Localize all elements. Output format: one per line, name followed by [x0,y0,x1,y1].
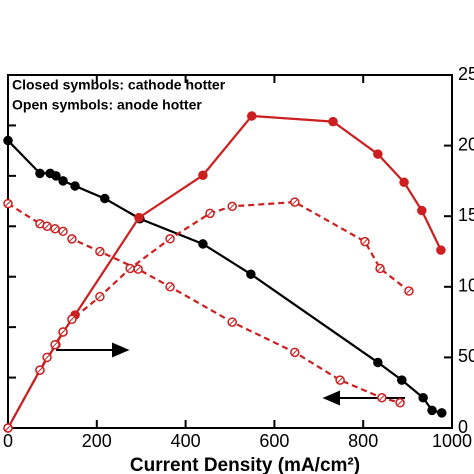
data-point [418,392,428,403]
point-slash [5,425,11,431]
arrow-head [112,342,130,358]
point-slash [377,265,383,272]
point-slash [97,248,103,255]
point-slash [397,399,403,406]
data-point [328,116,338,127]
data-point [417,205,427,216]
point-slash [167,283,173,290]
data-point [436,245,446,255]
point-slash [37,367,43,373]
data-point [3,135,13,146]
y2-tick-label: 0 [458,417,468,437]
annotation: Closed symbols: cathode hotter [12,77,226,93]
x-tick-label: 200 [82,431,112,451]
point-slash [97,293,103,300]
data-point [58,176,68,186]
y2-tick-label: 100 [458,276,474,296]
x-tick-label: 600 [259,431,289,451]
point-slash [44,354,50,361]
x-axis-title: Current Density (mA/cm²) [130,455,360,474]
series-line [7,139,443,414]
point-slash [167,235,173,242]
point-slash [127,265,133,272]
point-slash [37,220,43,227]
data-point [51,171,61,181]
point-slash [69,316,75,323]
y2-tick-label: 250 [458,64,474,84]
point-slash [291,349,298,356]
data-point [427,405,437,416]
point-slash [229,203,236,210]
plot-frame [7,74,453,429]
x-tick-label: 800 [348,431,378,451]
data-point [246,269,256,279]
y2-tick-label: 150 [458,205,474,225]
point-slash [52,341,58,348]
series-line [7,114,442,429]
point-slash [135,266,141,273]
point-slash [337,377,343,383]
x-tick-label: 400 [171,431,201,451]
point-slash [207,210,213,217]
annotation: Open symbols: anode hotter [12,97,202,113]
point-slash [378,394,385,401]
data-point [70,181,80,191]
point-slash [60,329,66,335]
data-point [198,239,208,249]
series-line [7,202,401,404]
y2-tick-label: 50 [458,346,474,366]
x-tick-label: 0 [3,431,13,451]
arrow-head [322,390,340,406]
point-slash [406,288,412,294]
point-slash [44,223,50,230]
point-slash [69,236,75,242]
point-slash [52,225,58,232]
series-line [7,200,410,429]
data-point [100,193,110,204]
data-point [198,170,208,181]
arrows [56,342,405,406]
data-point [373,149,383,159]
point-slash [362,238,368,245]
data-point [247,111,257,121]
data-point [134,212,144,223]
data-point [397,375,407,385]
y2-tick-label: 200 [458,134,474,154]
point-slash [60,228,66,235]
data-point [35,168,45,179]
data-point [437,408,447,418]
data-point [399,177,409,188]
data-point [373,357,383,368]
point-slash [291,199,298,205]
x-tick-label: 1000 [432,431,472,451]
point-slash [5,200,11,207]
point-slash [229,319,236,325]
